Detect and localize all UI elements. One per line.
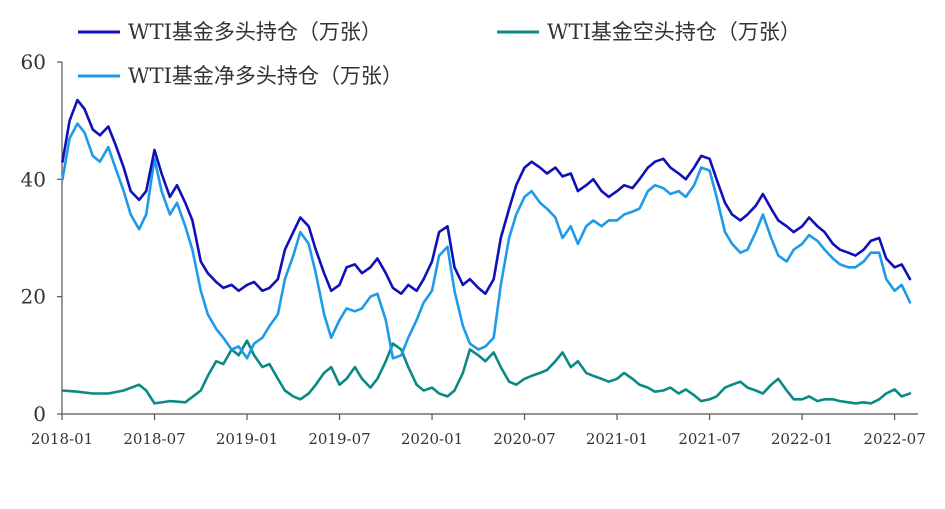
y-tick-label: 40 bbox=[21, 167, 46, 191]
x-tick-label: 2019-01 bbox=[216, 430, 278, 448]
legend-label-2: WTI基金净多头持仓（万张） bbox=[128, 64, 403, 88]
x-tick-label: 2019-07 bbox=[308, 430, 370, 448]
y-tick-label: 20 bbox=[21, 285, 46, 309]
y-tick-label: 60 bbox=[21, 50, 46, 74]
x-tick-label: 2020-01 bbox=[401, 430, 463, 448]
x-tick-label: 2020-07 bbox=[493, 430, 555, 448]
series-line-0 bbox=[61, 98, 912, 295]
x-tick-label: 2022-07 bbox=[863, 430, 925, 448]
chart-legend: WTI基金多头持仓（万张） WTI基金空头持仓（万张） WTI基金净多头持仓（万张） bbox=[78, 20, 801, 88]
x-tick-label: 2021-01 bbox=[586, 430, 648, 448]
chart-axes: 0 20 40 60 2018-01 2018-07 2019-01 2019-07 2020-… bbox=[21, 50, 926, 448]
y-tick-label: 0 bbox=[33, 402, 46, 426]
x-tick-label: 2018-01 bbox=[31, 430, 93, 448]
legend-label-0: WTI基金多头持仓（万张） bbox=[128, 20, 382, 44]
series-line-2 bbox=[61, 122, 912, 360]
x-tick-label: 2018-07 bbox=[123, 430, 185, 448]
chart-plot-area bbox=[61, 98, 912, 405]
x-tick-label: 2021-07 bbox=[678, 430, 740, 448]
x-tick-label: 2022-01 bbox=[771, 430, 833, 448]
legend-label-1: WTI基金空头持仓（万张） bbox=[547, 20, 801, 44]
series-line-1 bbox=[61, 339, 912, 405]
